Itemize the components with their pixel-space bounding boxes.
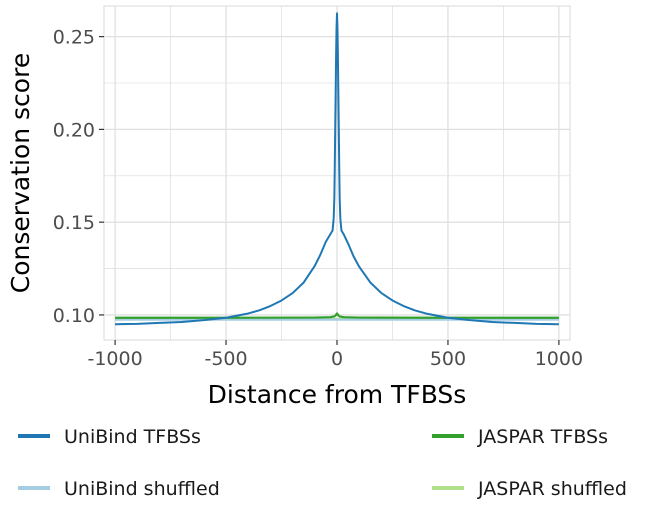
legend-label-jaspar-tfbss: JASPAR TFBSs [477,426,608,448]
x-tick-label: 0 [331,348,343,370]
legend-label-jaspar-shuffled: JASPAR shuffled [477,478,627,500]
series-line-jaspar-tfbss [115,312,559,319]
x-axis-title: Distance from TFBSs [208,380,467,409]
y-tick-label: 0.15 [53,212,95,234]
series-line-unibind-tfbss [115,12,559,326]
x-tick-label: -1000 [87,348,142,370]
x-axis: -1000 -500 0 500 1000 [87,340,583,370]
y-tick-label: 0.25 [53,27,95,49]
y-tick-label: 0.10 [53,305,95,327]
x-tick-label: 1000 [535,348,583,370]
legend: UniBind TFBSs UniBind shuffled JASPAR TFBS… [18,426,627,500]
series-lines [115,12,559,326]
x-tick-label: -500 [204,348,247,370]
x-tick-label: 500 [430,348,466,370]
legend-label-unibind-tfbss: UniBind TFBSs [64,426,201,448]
y-axis: 0.10 0.15 0.20 0.25 [53,27,104,327]
legend-label-unibind-shuffled: UniBind shuffled [64,478,220,500]
y-tick-label: 0.20 [53,119,95,141]
y-axis-title: Conservation score [6,53,35,293]
